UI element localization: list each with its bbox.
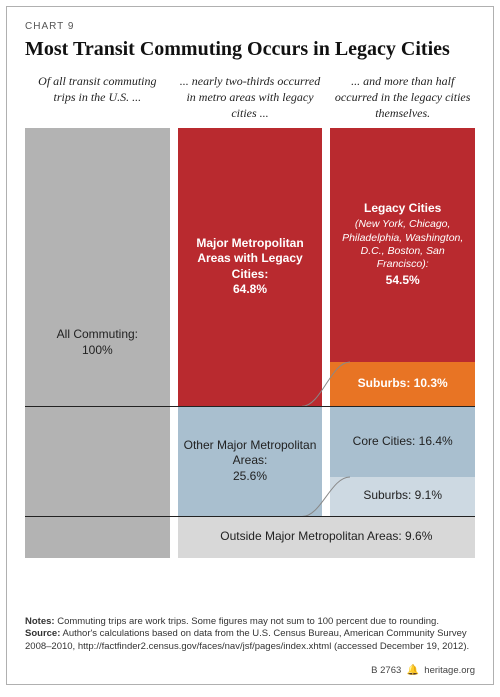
bell-icon: 🔔: [407, 665, 419, 676]
segment: Other Major Metropolitan Areas: 25.6%: [178, 406, 323, 516]
notes-block: Notes: Commuting trips are work trips. S…: [25, 616, 475, 654]
divider-rule: [25, 406, 475, 407]
source-label: Source:: [25, 628, 60, 639]
header-col-3: ... and more than half occurred in the l…: [330, 73, 475, 122]
segment: Major Metropolitan Areas with Legacy Cit…: [178, 128, 323, 407]
notes-text: Commuting trips are work trips. Some fig…: [55, 616, 439, 627]
segment: Suburbs: 10.3%: [330, 362, 475, 406]
header-col-2: ... nearly two-thirds occurred in metro …: [178, 73, 323, 122]
column-3: Legacy Cities(New York, Chicago, Philade…: [330, 128, 475, 558]
column-2: Major Metropolitan Areas with Legacy Cit…: [178, 128, 323, 558]
notes-label: Notes:: [25, 616, 55, 627]
segment: All Commuting: 100%: [25, 128, 170, 558]
chart-frame: CHART 9 Most Transit Commuting Occurs in…: [6, 6, 494, 685]
chart-number: CHART 9: [25, 21, 475, 32]
segment: Outside Major Metropolitan Areas: 9.6%: [178, 516, 475, 557]
footer: B 2763 🔔 heritage.org: [25, 665, 475, 676]
column-1: All Commuting: 100%: [25, 128, 170, 558]
segment: Core Cities: 16.4%: [330, 406, 475, 477]
footer-site: heritage.org: [424, 665, 475, 676]
segment: Legacy Cities(New York, Chicago, Philade…: [330, 128, 475, 362]
footer-code: B 2763: [371, 665, 401, 676]
chart-title: Most Transit Commuting Occurs in Legacy …: [25, 38, 475, 61]
segment: Suburbs: 9.1%: [330, 477, 475, 516]
divider-rule: [25, 516, 475, 517]
column-headers: Of all transit commuting trips in the U.…: [25, 73, 475, 122]
source-text: Author's calculations based on data from…: [25, 628, 469, 652]
header-col-1: Of all transit commuting trips in the U.…: [25, 73, 170, 122]
chart-area: All Commuting: 100% Major Metropolitan A…: [25, 128, 475, 558]
